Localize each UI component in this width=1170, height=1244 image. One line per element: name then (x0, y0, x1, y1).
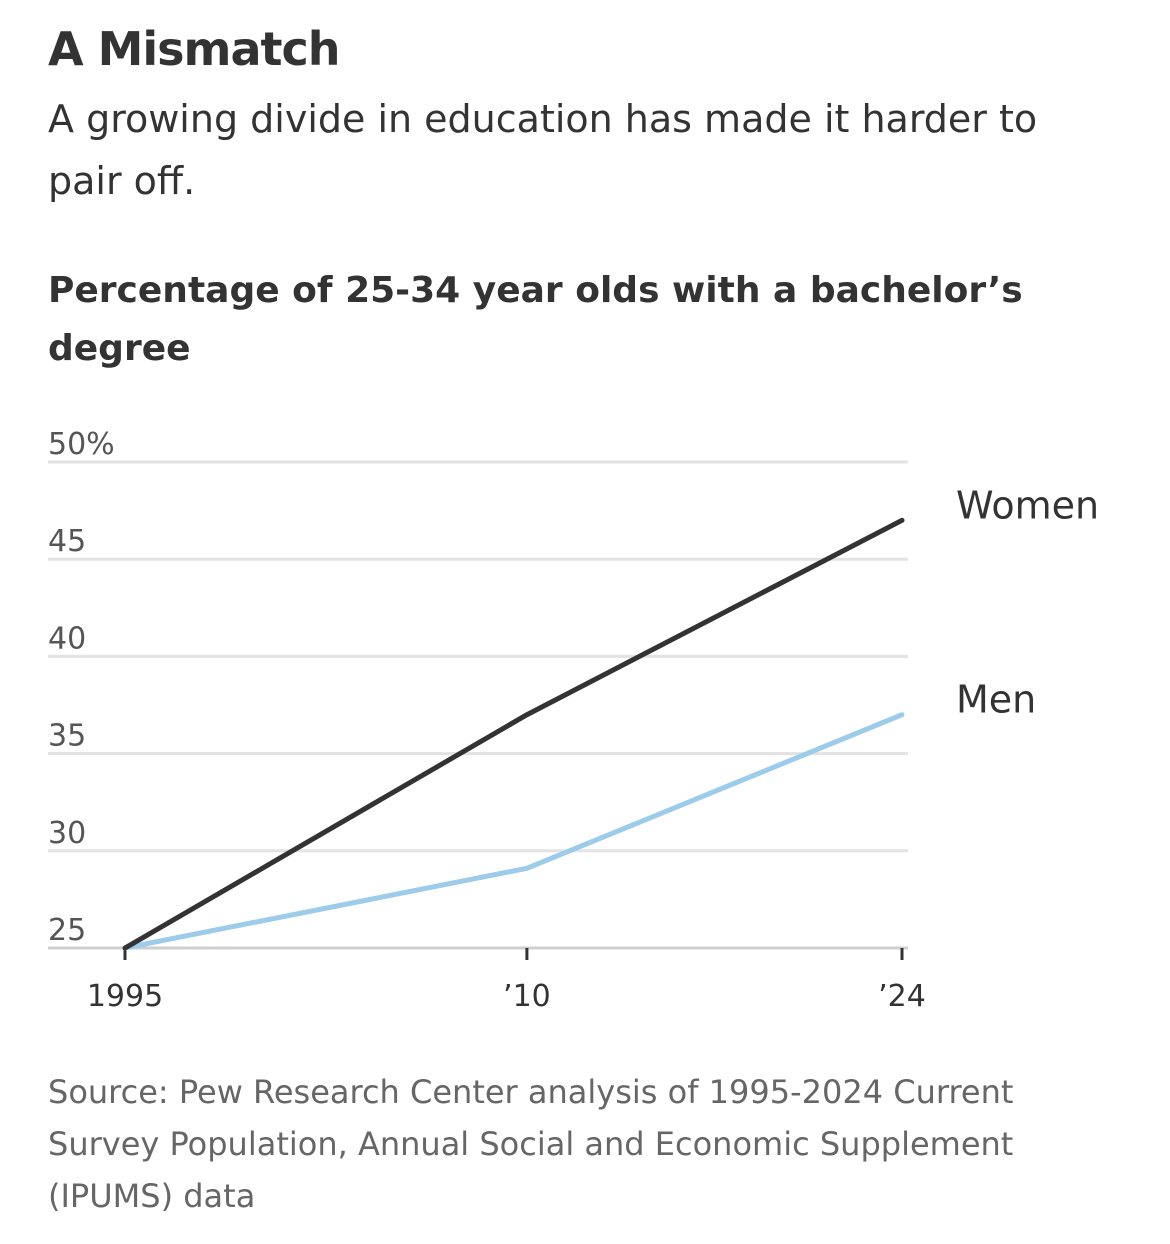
y-tick-label: 40 (48, 621, 86, 656)
headline: A Mismatch (48, 22, 341, 76)
source-note: Source: Pew Research Center analysis of … (48, 1073, 1014, 1215)
y-tick-label: 35 (48, 719, 86, 754)
y-tick-label: 50% (48, 427, 115, 462)
y-axis-tick-labels: 25 30 35 40 45 50% (48, 427, 115, 948)
chart-title: Percentage of 25-34 year olds with a bac… (48, 270, 1023, 369)
series-label-women: Women (956, 483, 1099, 527)
x-tick-label: ’10 (503, 979, 551, 1014)
y-tick-label: 25 (48, 913, 86, 948)
y-tick-label: 45 (48, 524, 86, 559)
dek-subtitle: A growing divide in education has made i… (48, 97, 1038, 203)
x-axis: 1995 ’10 ’24 (48, 946, 926, 1014)
series-line-men (122, 712, 905, 951)
series-lines (122, 517, 905, 951)
x-tick-label: 1995 (87, 979, 163, 1014)
x-tick-label: ’24 (878, 979, 926, 1014)
gridlines (48, 460, 908, 853)
line-chart: 25 30 35 40 45 50% 1995 ’10 ’24 Women Men (48, 427, 1099, 1014)
series-label-men: Men (956, 678, 1036, 722)
series-line-women (122, 517, 905, 951)
series-labels: Women Men (956, 483, 1099, 721)
y-tick-label: 30 (48, 816, 86, 851)
